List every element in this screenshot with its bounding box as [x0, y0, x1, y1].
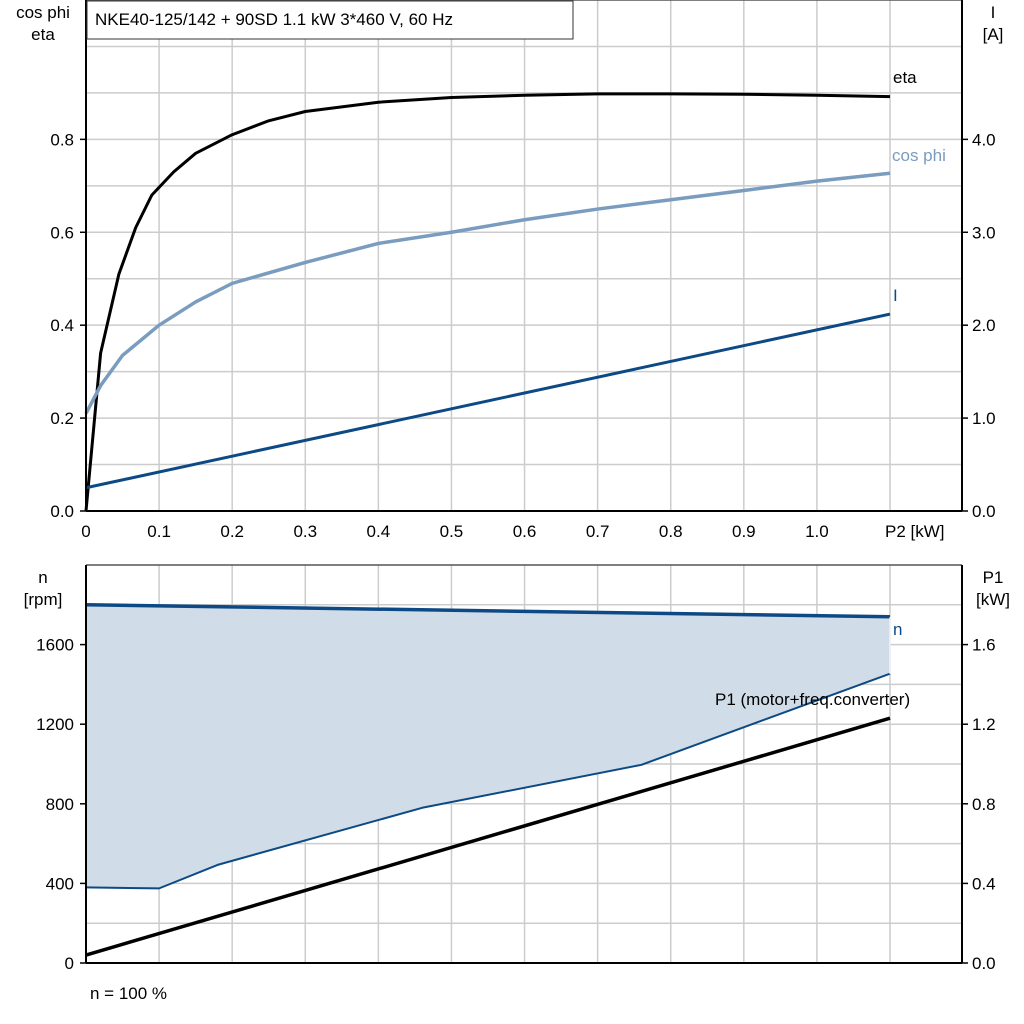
title-box [86, 0, 574, 40]
x-tick-label: 0.8 [659, 522, 683, 541]
x-tick-label: 0.5 [440, 522, 464, 541]
x-tick-label: 0 [81, 522, 90, 541]
y-tick-label-right: 1.2 [972, 715, 996, 734]
x-tick-label: 0.9 [732, 522, 756, 541]
y-tick-label-left: 0.2 [50, 409, 74, 428]
series-line-p1-motor-freq-converter- [85, 716, 891, 957]
y-tick-label-left: 0 [65, 954, 74, 973]
series-label: I [893, 286, 898, 305]
footnote: n = 100 % [90, 984, 167, 1003]
chart-title: NKE40-125/142 + 90SD 1.1 kW 3*460 V, 60 … [95, 10, 453, 29]
y-tick-label-right: 4.0 [972, 130, 996, 149]
x-tick-label: 0.6 [513, 522, 537, 541]
y-axis-label-right: [kW] [976, 590, 1010, 609]
series-line-n [85, 603, 891, 619]
y-tick-label-right: 0.8 [972, 795, 996, 814]
y-tick-label-right: 0.0 [972, 954, 996, 973]
series-line-eta [84, 92, 891, 512]
y-tick-label-left: 800 [46, 795, 74, 814]
y-axis-label-left: n [38, 568, 47, 587]
x-tick-label: 0.2 [220, 522, 244, 541]
y-axis-label-left: [rpm] [24, 590, 63, 609]
y-axis-label-left: eta [31, 25, 55, 44]
y-tick-label-left: 400 [46, 874, 74, 893]
y-axis-label-right: [A] [983, 25, 1004, 44]
x-tick-label: 0.1 [147, 522, 171, 541]
y-tick-label-left: 0.6 [50, 223, 74, 242]
series-label: cos phi [892, 146, 946, 165]
y-tick-label-right: 0.0 [972, 502, 996, 521]
y-tick-label-right: 1.6 [972, 636, 996, 655]
series-line-i [85, 312, 891, 490]
x-tick-label: 0.4 [367, 522, 391, 541]
series-line-min-speed [85, 672, 891, 890]
y-axis-label-left: cos phi [16, 3, 70, 22]
series-label: P1 (motor+freq.converter) [715, 690, 910, 709]
y-tick-label-left: 0.8 [50, 130, 74, 149]
y-tick-label-left: 0.4 [50, 316, 74, 335]
operating-area [86, 604, 890, 889]
y-tick-label-left: 1600 [36, 636, 74, 655]
y-tick-label-right: 1.0 [972, 409, 996, 428]
series-label: n [893, 620, 902, 639]
series-line-cos-phi [84, 171, 891, 415]
y-axis-label-right: I [991, 3, 996, 22]
x-tick-label: 0.3 [293, 522, 317, 541]
y-tick-label-right: 3.0 [972, 223, 996, 242]
y-tick-label-right: 0.4 [972, 874, 996, 893]
y-tick-label-right: 2.0 [972, 316, 996, 335]
series-label: eta [893, 68, 917, 87]
x-tick-label: 0.7 [586, 522, 610, 541]
x-tick-label: 1.0 [805, 522, 829, 541]
y-axis-label-right: P1 [983, 568, 1004, 587]
y-tick-label-left: 0.0 [50, 502, 74, 521]
x-axis-label: P2 [kW] [885, 522, 945, 541]
y-tick-label-left: 1200 [36, 715, 74, 734]
